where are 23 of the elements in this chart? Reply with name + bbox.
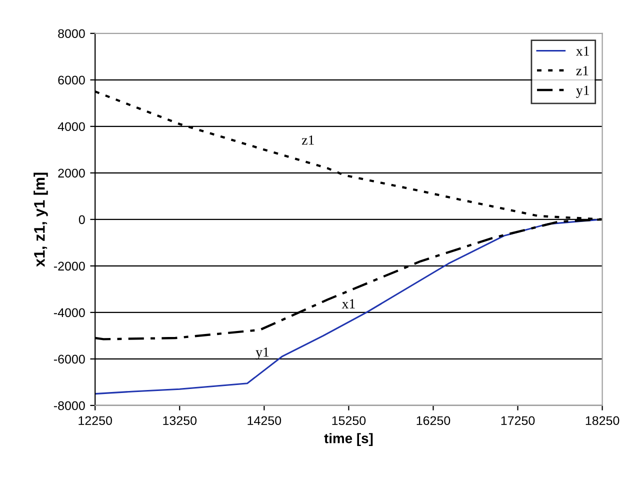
x-axis-title: time [s] (324, 433, 373, 446)
x-tick-label: 12250 (78, 416, 112, 426)
x-tick-label: 17250 (501, 416, 535, 426)
x-tick-label: 18250 (586, 416, 620, 426)
y-tick-label: -8000 (54, 401, 85, 410)
y-tick-label: 6000 (58, 76, 85, 85)
y-tick-label: 2000 (58, 168, 85, 178)
annotation: z1 (302, 135, 314, 145)
x-tick-label: 14250 (248, 416, 282, 426)
y-tick-label: -4000 (54, 308, 85, 318)
y-axis-title: x1, z1, y1 [m] (34, 172, 48, 267)
legend-label: z1 (576, 66, 588, 76)
x-tick-label: 15250 (332, 416, 366, 426)
y-tick-label: 8000 (58, 29, 85, 38)
y-tick-label: 0 (78, 215, 85, 224)
annotation: x1 (342, 299, 355, 308)
y-tick-label: 4000 (58, 122, 85, 132)
y-tick-label: -2000 (54, 262, 85, 271)
y-tick-label: -6000 (54, 354, 85, 364)
legend-label: x1 (576, 46, 589, 56)
legend-label: y1 (576, 86, 589, 98)
x-tick-label: 16250 (416, 416, 450, 426)
x-tick-label: 13250 (163, 416, 197, 426)
